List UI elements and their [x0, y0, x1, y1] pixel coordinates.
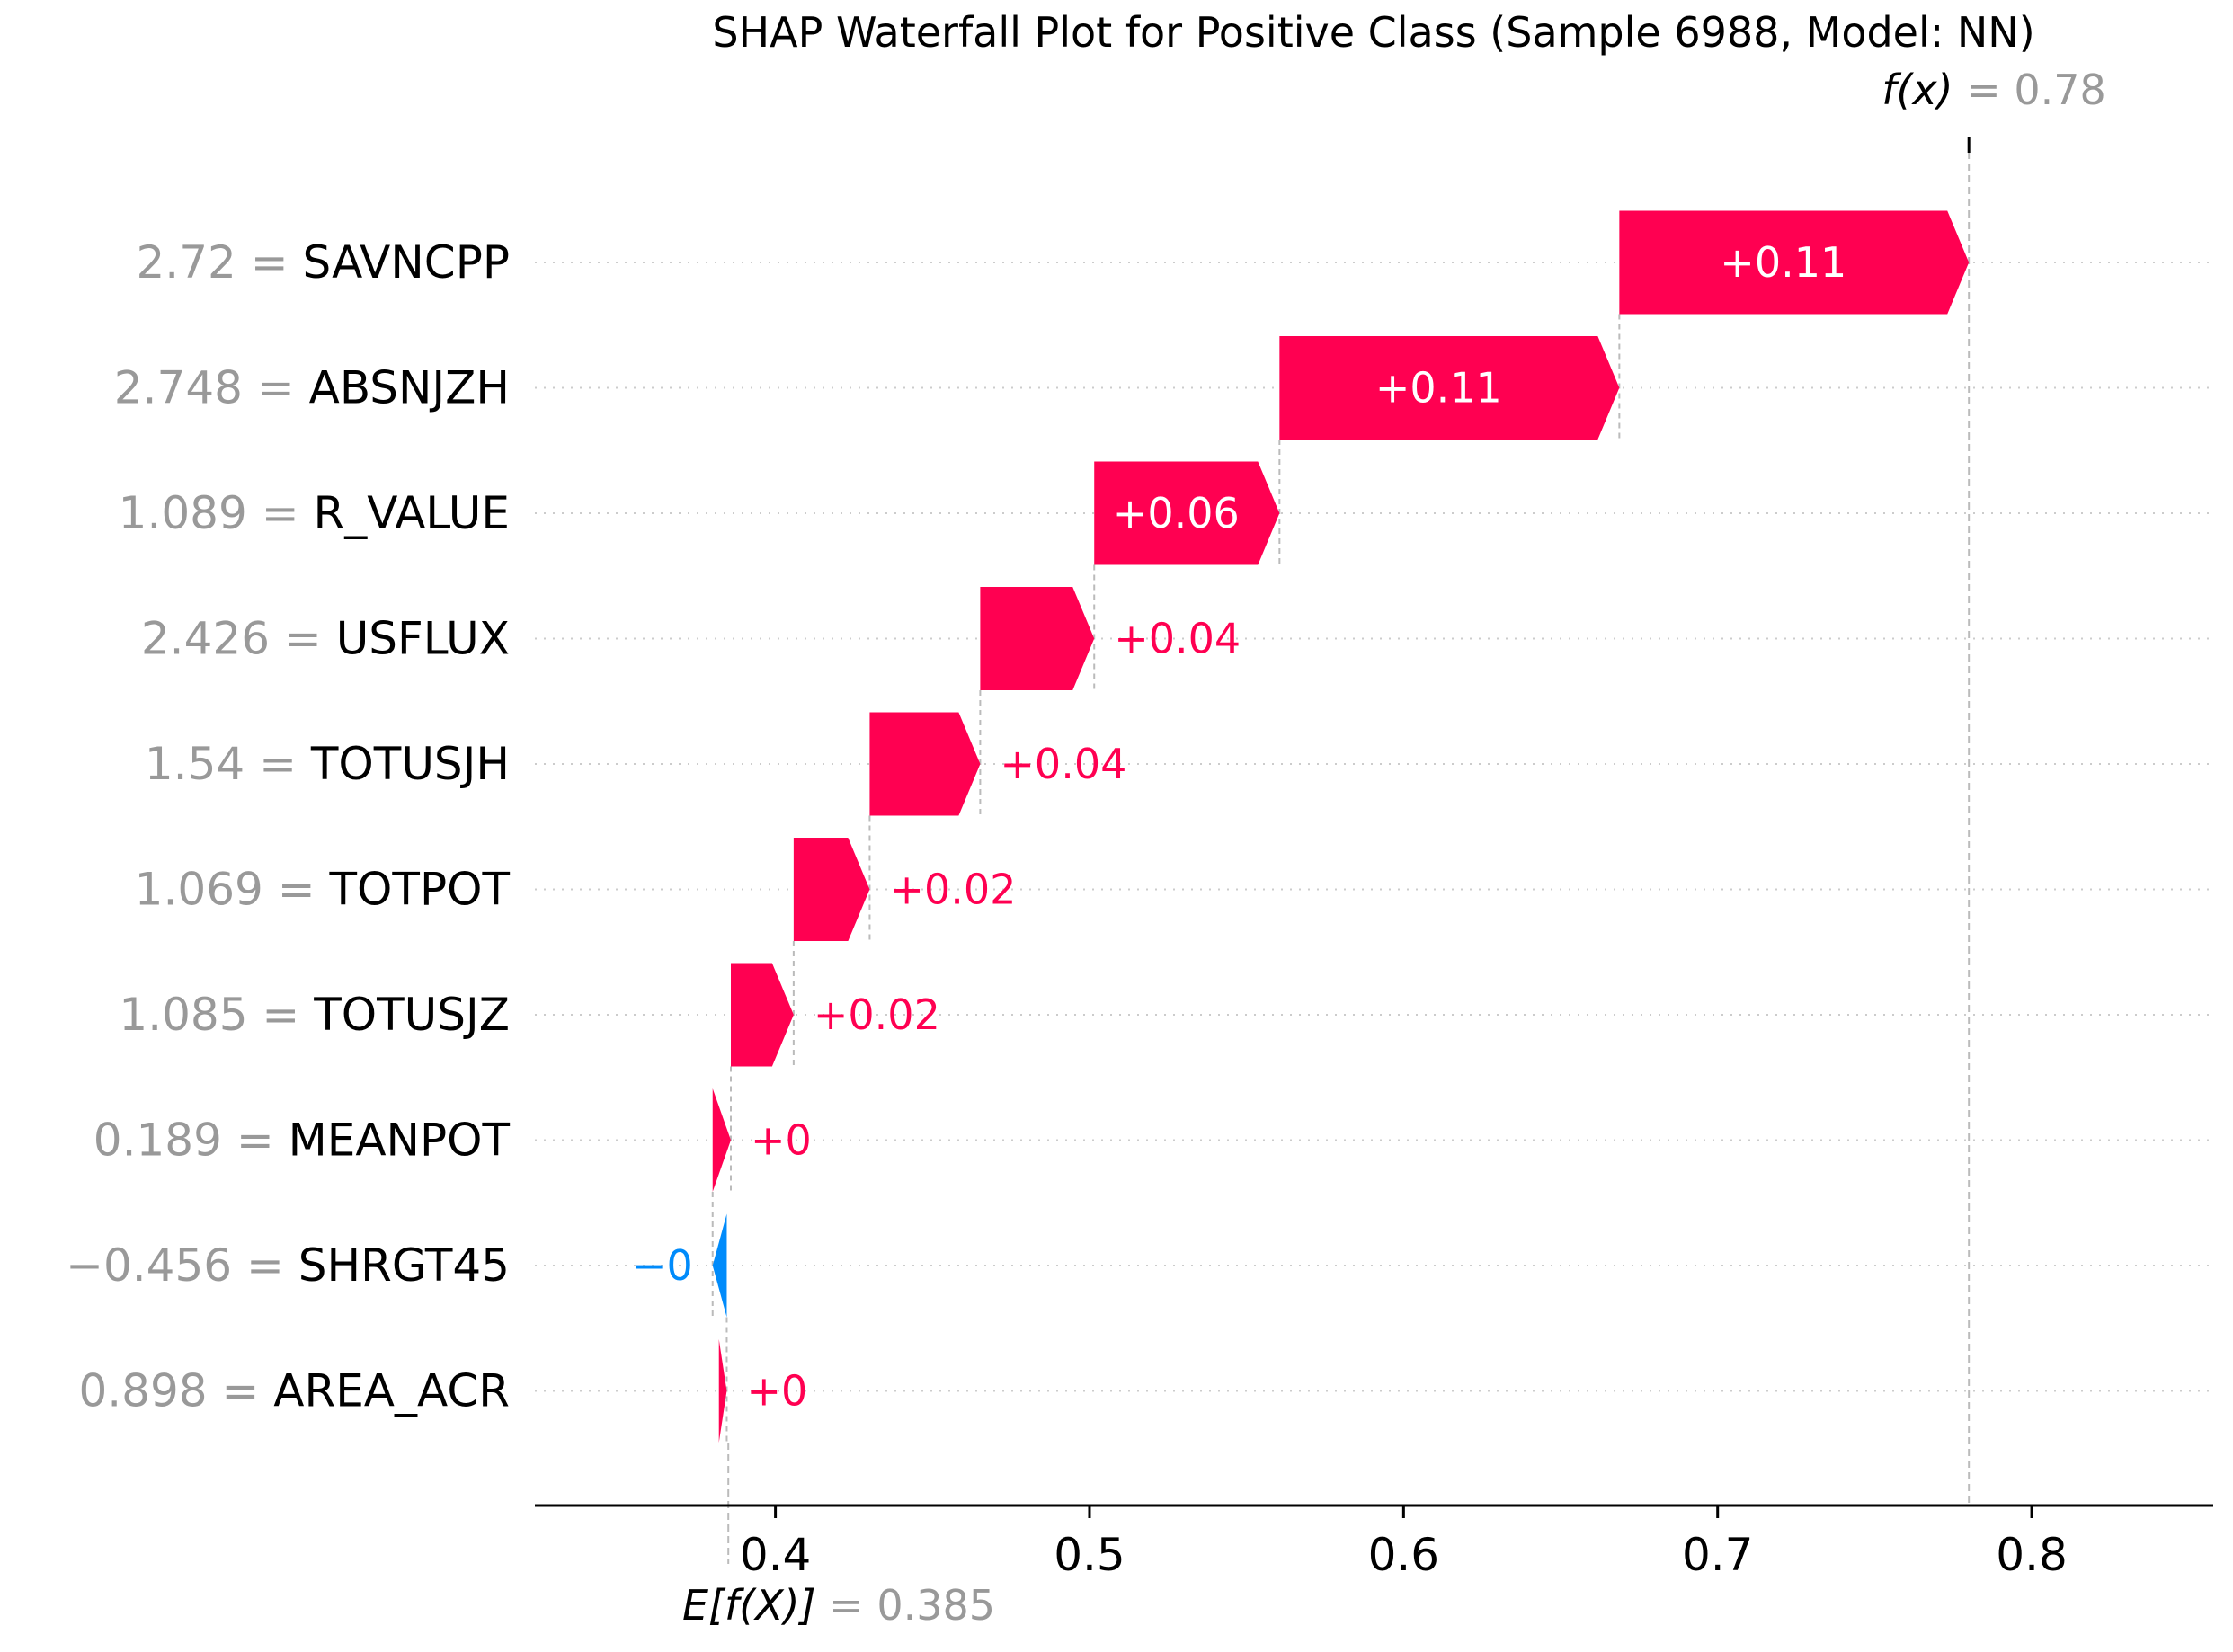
x-tick-label: 0.4 — [740, 1529, 812, 1581]
ex-value: 0.385 — [876, 1581, 995, 1630]
x-tick-label: 0.6 — [1368, 1529, 1440, 1581]
feature-label: 1.54 = TOTUSJH — [145, 738, 510, 790]
bar-label: +0 — [751, 1116, 812, 1165]
feature-name: SAVNCPP — [303, 236, 511, 289]
fx-eq: = — [1953, 66, 2015, 114]
bar-totusjh — [869, 712, 981, 816]
bar-area-acr — [718, 1339, 727, 1443]
feature-value: 1.085 = — [119, 989, 314, 1041]
fx-label: f(x) — [1882, 66, 1953, 114]
feature-name: USFLUX — [336, 613, 510, 665]
feature-value: 0.189 = — [93, 1115, 289, 1167]
feature-label: 2.426 = USFLUX — [141, 613, 510, 665]
fx-value: 0.78 — [2014, 66, 2105, 114]
feature-label: 1.089 = R_VALUE — [119, 487, 510, 539]
feature-name: AREA_ACR — [273, 1365, 510, 1417]
feature-name: TOTUSJZ — [313, 989, 510, 1041]
feature-value: 2.426 = — [141, 613, 336, 665]
bar-label: +0.06 — [1113, 489, 1240, 537]
feature-label: −0.456 = SHRGT45 — [66, 1239, 510, 1292]
bar-savncpp — [1619, 210, 1970, 315]
bar-label: +0 — [746, 1367, 807, 1416]
bar-shrgt45 — [712, 1213, 727, 1318]
x-tick-label: 0.5 — [1054, 1529, 1125, 1581]
feature-value: 2.72 = — [136, 236, 302, 289]
feature-value: 2.748 = — [114, 362, 309, 414]
feature-value: −0.456 = — [66, 1239, 298, 1292]
bar-totpot — [793, 838, 870, 941]
ex-eq: = — [816, 1581, 877, 1630]
bar-absnjzh — [1279, 336, 1620, 440]
feature-label: 1.069 = TOTPOT — [135, 864, 511, 916]
x-tick-label: 0.7 — [1682, 1529, 1754, 1581]
feature-label: 0.898 = AREA_ACR — [78, 1365, 510, 1417]
bar-label: +0.04 — [1000, 740, 1126, 788]
feature-name: SHRGT45 — [298, 1239, 510, 1292]
bar-label: +0.04 — [1114, 615, 1241, 663]
bar-usflux — [980, 587, 1095, 690]
bar-label: −0 — [632, 1241, 693, 1290]
bar-label: +0.02 — [889, 866, 1016, 914]
bar-label: +0.11 — [1375, 364, 1502, 413]
feature-label: 2.748 = ABSNJZH — [114, 362, 510, 414]
value-guides — [711, 137, 1971, 1564]
bar-label: +0.11 — [1720, 238, 1846, 287]
feature-value: 1.089 = — [119, 487, 314, 539]
bar-meanpot — [712, 1088, 732, 1192]
x-tick-label: 0.8 — [1996, 1529, 2068, 1581]
feature-name: TOTUSJH — [310, 738, 510, 790]
feature-value: 1.069 = — [135, 864, 330, 916]
feature-label: 1.085 = TOTUSJZ — [119, 989, 510, 1041]
svg-text:f(x) = 0.78: f(x) = 0.78 — [1882, 66, 2106, 114]
svg-text:E[f(X)] = 0.385: E[f(X)] = 0.385 — [682, 1581, 995, 1630]
feature-name: MEANPOT — [289, 1115, 511, 1167]
ex-label: E[f(X)] — [682, 1581, 816, 1630]
feature-value: 0.898 = — [78, 1365, 273, 1417]
waterfall-bars: +0.11 +0.11 +0.06 +0.04 +0.04 +0.02 +0.02 +0 −0 +… — [632, 210, 1970, 1443]
feature-label: 0.189 = MEANPOT — [93, 1115, 511, 1167]
feature-name: R_VALUE — [313, 487, 510, 539]
feature-label: 2.72 = SAVNCPP — [136, 236, 510, 289]
bar-totusjz — [731, 963, 794, 1067]
chart-title: SHAP Waterfall Plot for Positive Class (… — [712, 8, 2034, 57]
ex-annotation: E[f(X)] = 0.385 — [682, 1581, 995, 1630]
feature-value: 1.54 = — [145, 738, 311, 790]
feature-name: ABSNJZH — [309, 362, 510, 414]
bar-label: +0.02 — [814, 990, 940, 1039]
bar-r-value — [1094, 461, 1280, 565]
fx-annotation: f(x) = 0.78 — [1882, 66, 2106, 114]
feature-name: TOTPOT — [329, 864, 511, 916]
feature-labels: 2.72 = SAVNCPP 2.748 = ABSNJZH 1.089 = R_V… — [66, 236, 510, 1417]
x-axis: 0.4 0.5 0.6 0.7 0.8 — [535, 1504, 2213, 1581]
